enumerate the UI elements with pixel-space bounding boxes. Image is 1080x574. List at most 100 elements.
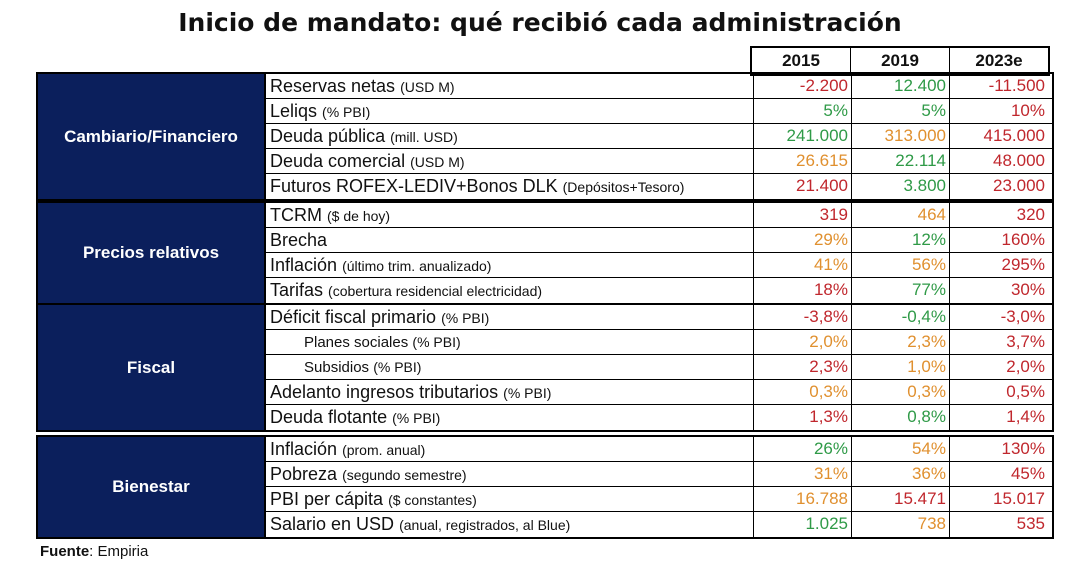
row-label-unit: (mill. USD)	[390, 129, 458, 145]
value-cell-2015: 2,3%	[754, 355, 852, 379]
value-cell-2023e: 23.000	[993, 176, 1045, 195]
value-cell-2019: 0,3%	[852, 380, 950, 404]
row-label-unit: ($ de hoy)	[327, 208, 391, 224]
row-label-unit: (% PBI)	[373, 359, 422, 375]
table-row: Leliqs (% PBI) 5% 5% 10%	[266, 99, 1052, 124]
row-label-text: Inflación	[270, 439, 338, 459]
row-label-text: Tarifas	[270, 280, 324, 300]
section-bienestar: Bienestar Inflación (prom. anual) 26% 54% 13…	[36, 435, 1054, 539]
value-cell-2015: 26.615	[754, 149, 852, 173]
value-cell-2023e: 535	[1016, 514, 1045, 533]
row-label: TCRM ($ de hoy)	[266, 203, 754, 227]
value-cell-2023e: 415.000	[983, 126, 1045, 145]
row-label: Tarifas (cobertura residencial electrici…	[266, 278, 754, 303]
section-rows: Reservas netas (USD M) -2.200 12.400 -11.50…	[266, 74, 1052, 199]
row-label-text: Inflación	[270, 255, 338, 275]
table-row: Déficit fiscal primario (% PBI) -3,8% -0,4…	[266, 305, 1052, 330]
value-cell-2023e: 130%	[1001, 439, 1045, 458]
value-cell-2023e: 1,4%	[1006, 407, 1045, 426]
row-label-text: PBI per cápita	[270, 489, 384, 509]
value-cell-2023e: 15.017	[993, 489, 1045, 508]
year-header-row: 2015 2019 2023e	[750, 46, 1050, 76]
source-value: : Empiria	[89, 543, 149, 560]
section-category-label: Cambiario/Financiero	[38, 74, 266, 199]
row-label-unit: (prom. anual)	[342, 442, 426, 458]
section-precios-relativos: Precios relativos TCRM ($ de hoy) 319 464 32…	[36, 201, 1054, 305]
row-label-unit: (USD M)	[400, 79, 455, 95]
table-row: Adelanto ingresos tributarios (% PBI) 0,3…	[266, 380, 1052, 405]
value-cell-2023e: 30%	[1010, 280, 1045, 299]
row-label-unit: (cobertura residencial electricidad)	[328, 283, 543, 299]
value-cell-2019: 1,0%	[852, 355, 950, 379]
section-rows: Inflación (prom. anual) 26% 54% 130% Pobreza…	[266, 437, 1052, 537]
row-label-unit: (segundo semestre)	[342, 467, 467, 483]
row-label-unit: (% PBI)	[392, 410, 441, 426]
table-row: Reservas netas (USD M) -2.200 12.400 -11.50…	[266, 74, 1052, 99]
table-row: TCRM ($ de hoy) 319 464 320	[266, 203, 1052, 228]
value-cell-2015: 241.000	[754, 124, 852, 148]
table-row: Pobreza (segundo semestre) 31% 36% 45%	[266, 462, 1052, 487]
row-label-unit: (último trim. anualizado)	[342, 258, 492, 274]
value-cell-2015: 18%	[754, 278, 852, 303]
section-category-label: Precios relativos	[38, 203, 266, 303]
value-cell-2023e: 160%	[1001, 230, 1045, 249]
row-label: Inflación (último trim. anualizado)	[266, 253, 754, 277]
value-cell-2015: 2,0%	[754, 330, 852, 354]
row-label: Deuda flotante (% PBI)	[266, 405, 754, 430]
value-cell-2015: 319	[754, 203, 852, 227]
table-row: Futuros ROFEX-LEDIV+Bonos DLK (Depósitos…	[266, 174, 1052, 199]
value-cell-2019: 54%	[852, 437, 950, 461]
value-cell-2023e: -11.500	[988, 76, 1045, 95]
value-cell-2015: 1,3%	[754, 405, 852, 430]
row-label: PBI per cápita ($ constantes)	[266, 487, 754, 511]
section-category-label: Bienestar	[38, 437, 266, 537]
row-label-unit: (% PBI)	[503, 385, 552, 401]
table-row: Planes sociales (% PBI) 2,0% 2,3% 3,7%	[266, 330, 1052, 355]
row-label-text: Leliqs	[270, 101, 318, 121]
row-label-unit: (USD M)	[410, 154, 465, 170]
value-cell-2019: 464	[852, 203, 950, 227]
value-cell-2015: 31%	[754, 462, 852, 486]
value-cell-2015: 29%	[754, 228, 852, 252]
row-label-text: Deuda comercial	[270, 151, 406, 171]
value-cell-2015: 21.400	[754, 174, 852, 199]
value-cell-2023e: 2,0%	[1006, 357, 1045, 376]
row-label-text: Futuros ROFEX-LEDIV+Bonos DLK	[270, 176, 558, 196]
value-cell-2019: 56%	[852, 253, 950, 277]
table-row: PBI per cápita ($ constantes) 16.788 15.47…	[266, 487, 1052, 512]
value-cell-2023e: 295%	[1001, 255, 1045, 274]
value-cell-2015: 5%	[754, 99, 852, 123]
row-label: Leliqs (% PBI)	[266, 99, 754, 123]
row-label-text: Deuda pública	[270, 126, 386, 146]
row-label: Reservas netas (USD M)	[266, 74, 754, 98]
value-cell-2023e: 0,5%	[1006, 382, 1045, 401]
section-cambiario-financiero: Cambiario/Financiero Reservas netas (USD …	[36, 72, 1054, 201]
row-label: Inflación (prom. anual)	[266, 437, 754, 461]
section-fiscal: Fiscal Déficit fiscal primario (% PBI) -3,…	[36, 303, 1054, 432]
value-cell-2015: -3,8%	[754, 305, 852, 329]
row-label-text: Brecha	[270, 230, 328, 250]
table-row: Deuda pública (mill. USD) 241.000 313.000 4…	[266, 124, 1052, 149]
source-label: Fuente	[40, 543, 90, 560]
value-cell-2015: 0,3%	[754, 380, 852, 404]
value-cell-2019: -0,4%	[852, 305, 950, 329]
value-cell-2015: 26%	[754, 437, 852, 461]
value-cell-2019: 3.800	[852, 174, 950, 199]
year-header-2019: 2019	[851, 48, 950, 74]
row-label-text: Subsidios	[304, 359, 370, 376]
table-row: Deuda comercial (USD M) 26.615 22.114 48.00…	[266, 149, 1052, 174]
row-label-text: Planes sociales	[304, 334, 409, 351]
value-cell-2019: 738	[852, 512, 950, 537]
table-row: Subsidios (% PBI) 2,3% 1,0% 2,0%	[266, 355, 1052, 380]
value-cell-2019: 0,8%	[852, 405, 950, 430]
row-label: Futuros ROFEX-LEDIV+Bonos DLK (Depósitos…	[266, 174, 754, 199]
value-cell-2019: 12%	[852, 228, 950, 252]
row-label-unit: (% PBI)	[412, 334, 461, 350]
row-label-text: Pobreza	[270, 464, 338, 484]
value-cell-2015: 41%	[754, 253, 852, 277]
table-row: Deuda flotante (% PBI) 1,3% 0,8% 1,4%	[266, 405, 1052, 430]
value-cell-2019: 77%	[852, 278, 950, 303]
row-label-unit: (anual, registrados, al Blue)	[399, 517, 571, 533]
row-label: Brecha	[266, 228, 754, 252]
row-label-text: Adelanto ingresos tributarios	[270, 382, 499, 402]
